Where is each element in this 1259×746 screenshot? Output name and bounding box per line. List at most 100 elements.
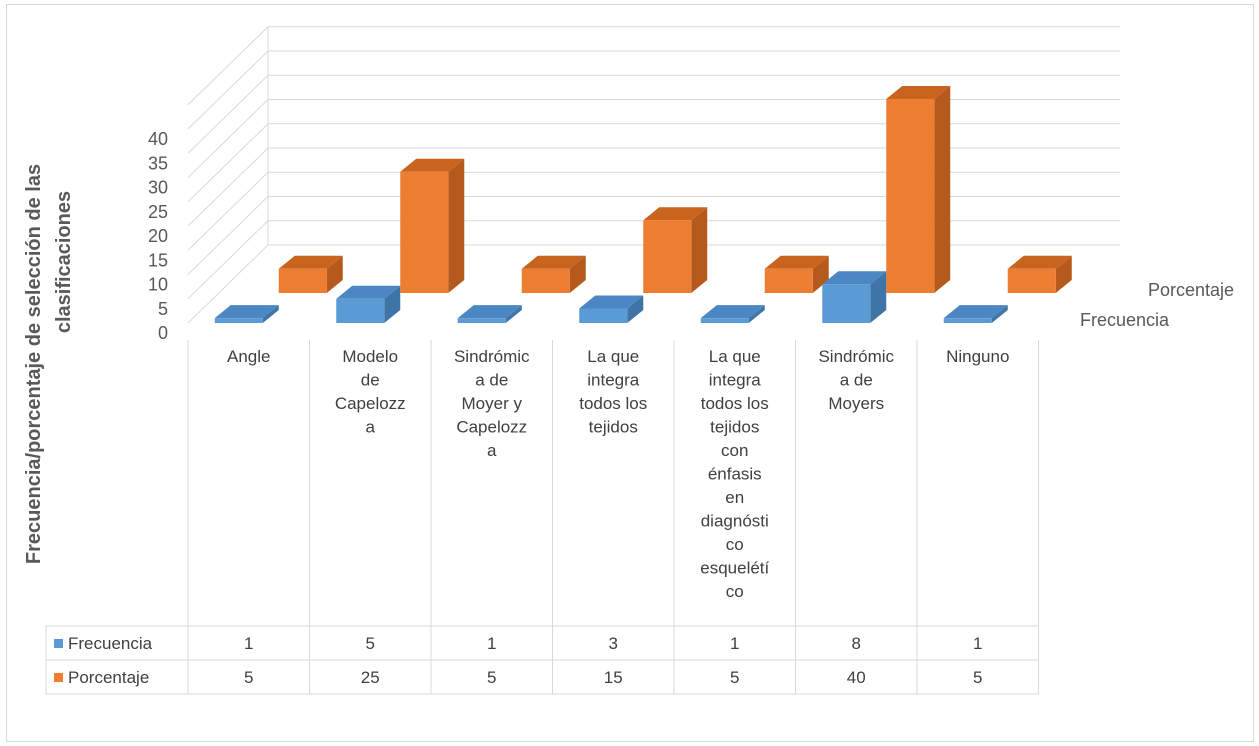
legend-key-frecuencia	[54, 639, 63, 648]
table-value-porcentaje: 5	[973, 668, 982, 687]
bar-porcentaje-side	[326, 255, 343, 293]
bar-frecuencia-top	[579, 295, 644, 309]
gridline-diagonal	[187, 74, 269, 154]
bar-frecuencia	[336, 298, 385, 323]
category-label: La que	[709, 347, 761, 366]
table-value-frecuencia: 3	[609, 634, 618, 653]
bar-frecuencia-side	[748, 305, 765, 323]
bar-porcentaje-side	[1055, 255, 1072, 293]
bar-frecuencia-side	[991, 305, 1008, 323]
gridline-diagonal	[187, 244, 269, 324]
bar-frecuencia	[943, 318, 992, 323]
bar-porcentaje-side	[812, 255, 829, 293]
bar-frecuencia	[579, 308, 628, 323]
bar-porcentaje	[400, 171, 449, 293]
category-label: todos los	[579, 394, 647, 413]
table-value-frecuencia: 1	[730, 634, 739, 653]
y-tick-label: 25	[148, 202, 168, 222]
legend-label-porcentaje: Porcentaje	[68, 668, 149, 687]
bar-porcentaje-side	[691, 207, 708, 293]
bar-porcentaje	[521, 268, 570, 293]
category-label: a de	[475, 371, 508, 390]
category-label: integra	[587, 371, 640, 390]
category-label: Capelozz	[335, 394, 406, 413]
bar-frecuencia-side	[505, 305, 522, 323]
y-tick-label: 40	[148, 129, 168, 149]
legend-key-porcentaje	[54, 673, 63, 682]
bar-frecuencia	[457, 318, 506, 323]
bar-frecuencia-top	[457, 305, 522, 319]
bar-porcentaje-top	[643, 207, 708, 221]
legend-label-frecuencia: Frecuencia	[68, 634, 153, 653]
y-tick-label: 10	[148, 275, 168, 295]
y-tick-label: 20	[148, 226, 168, 246]
category-label: en	[725, 488, 744, 507]
category-label: Angle	[227, 347, 270, 366]
category-label: Ninguno	[946, 347, 1009, 366]
category-label: a	[366, 418, 376, 437]
table-value-porcentaje: 5	[730, 668, 739, 687]
category-label: Moyer y	[462, 394, 523, 413]
table-value-porcentaje: 5	[244, 668, 253, 687]
bar-porcentaje	[1007, 268, 1056, 293]
bar-porcentaje	[764, 268, 813, 293]
bar-porcentaje	[278, 268, 327, 293]
table-value-porcentaje: 40	[847, 668, 866, 687]
bar-frecuencia-top	[214, 305, 279, 319]
y-tick-label: 35	[148, 153, 168, 173]
category-label: esquelétí	[700, 559, 769, 578]
depth-label-frecuencia: Frecuencia	[1080, 310, 1170, 330]
gridline-diagonal	[187, 26, 269, 106]
gridline-diagonal	[187, 50, 269, 130]
category-label: de	[361, 371, 380, 390]
table-value-frecuencia: 8	[852, 634, 861, 653]
gridline-diagonal	[187, 147, 269, 227]
gridline-diagonal	[187, 123, 269, 203]
bar-porcentaje-side	[934, 86, 951, 293]
bar-porcentaje-side	[569, 255, 586, 293]
category-label: Capelozz	[456, 418, 527, 437]
bar-porcentaje-side	[448, 158, 465, 293]
bar-frecuencia-top	[822, 271, 887, 285]
bar-porcentaje-top	[1007, 255, 1072, 269]
bar-porcentaje	[643, 220, 692, 293]
bar-porcentaje-top	[278, 255, 343, 269]
table-value-porcentaje: 25	[361, 668, 380, 687]
category-label: integra	[709, 371, 762, 390]
bar-porcentaje-top	[764, 255, 829, 269]
y-axis-title-line2: clasificaciones	[53, 191, 75, 333]
table-value-porcentaje: 15	[604, 668, 623, 687]
category-label: Modelo	[342, 347, 398, 366]
bar-porcentaje-top	[886, 86, 951, 99]
category-label: Sindrómic	[454, 347, 530, 366]
bar-frecuencia	[822, 284, 871, 323]
table-value-frecuencia: 1	[244, 634, 253, 653]
category-label: co	[726, 535, 744, 554]
category-label: tejidos	[589, 418, 638, 437]
chart-frame	[6, 4, 1254, 742]
bar-frecuencia-side	[870, 271, 887, 323]
category-label: todos los	[701, 394, 769, 413]
bar-frecuencia-side	[627, 295, 644, 323]
category-label: énfasis	[708, 465, 762, 484]
category-label: tejidos	[710, 418, 759, 437]
bar-porcentaje	[886, 99, 935, 293]
y-axis-title: Frecuencia/porcentaje de selección de la…	[23, 164, 45, 564]
bar-porcentaje-top	[521, 255, 586, 269]
bar-frecuencia	[214, 318, 263, 323]
bar-frecuencia-side	[384, 285, 401, 323]
table-value-frecuencia: 5	[366, 634, 375, 653]
depth-label-porcentaje: Porcentaje	[1148, 280, 1234, 300]
y-tick-label: 15	[148, 250, 168, 270]
category-label: La que	[587, 347, 639, 366]
category-label: co	[726, 582, 744, 601]
category-label: Sindrómic	[818, 347, 894, 366]
gridline-diagonal	[187, 196, 269, 275]
category-label: Moyers	[828, 394, 884, 413]
table-value-frecuencia: 1	[973, 634, 982, 653]
category-label: con	[721, 441, 748, 460]
bar-frecuencia-top	[336, 285, 401, 299]
gridline-diagonal	[187, 171, 269, 251]
y-tick-label: 0	[158, 323, 168, 343]
